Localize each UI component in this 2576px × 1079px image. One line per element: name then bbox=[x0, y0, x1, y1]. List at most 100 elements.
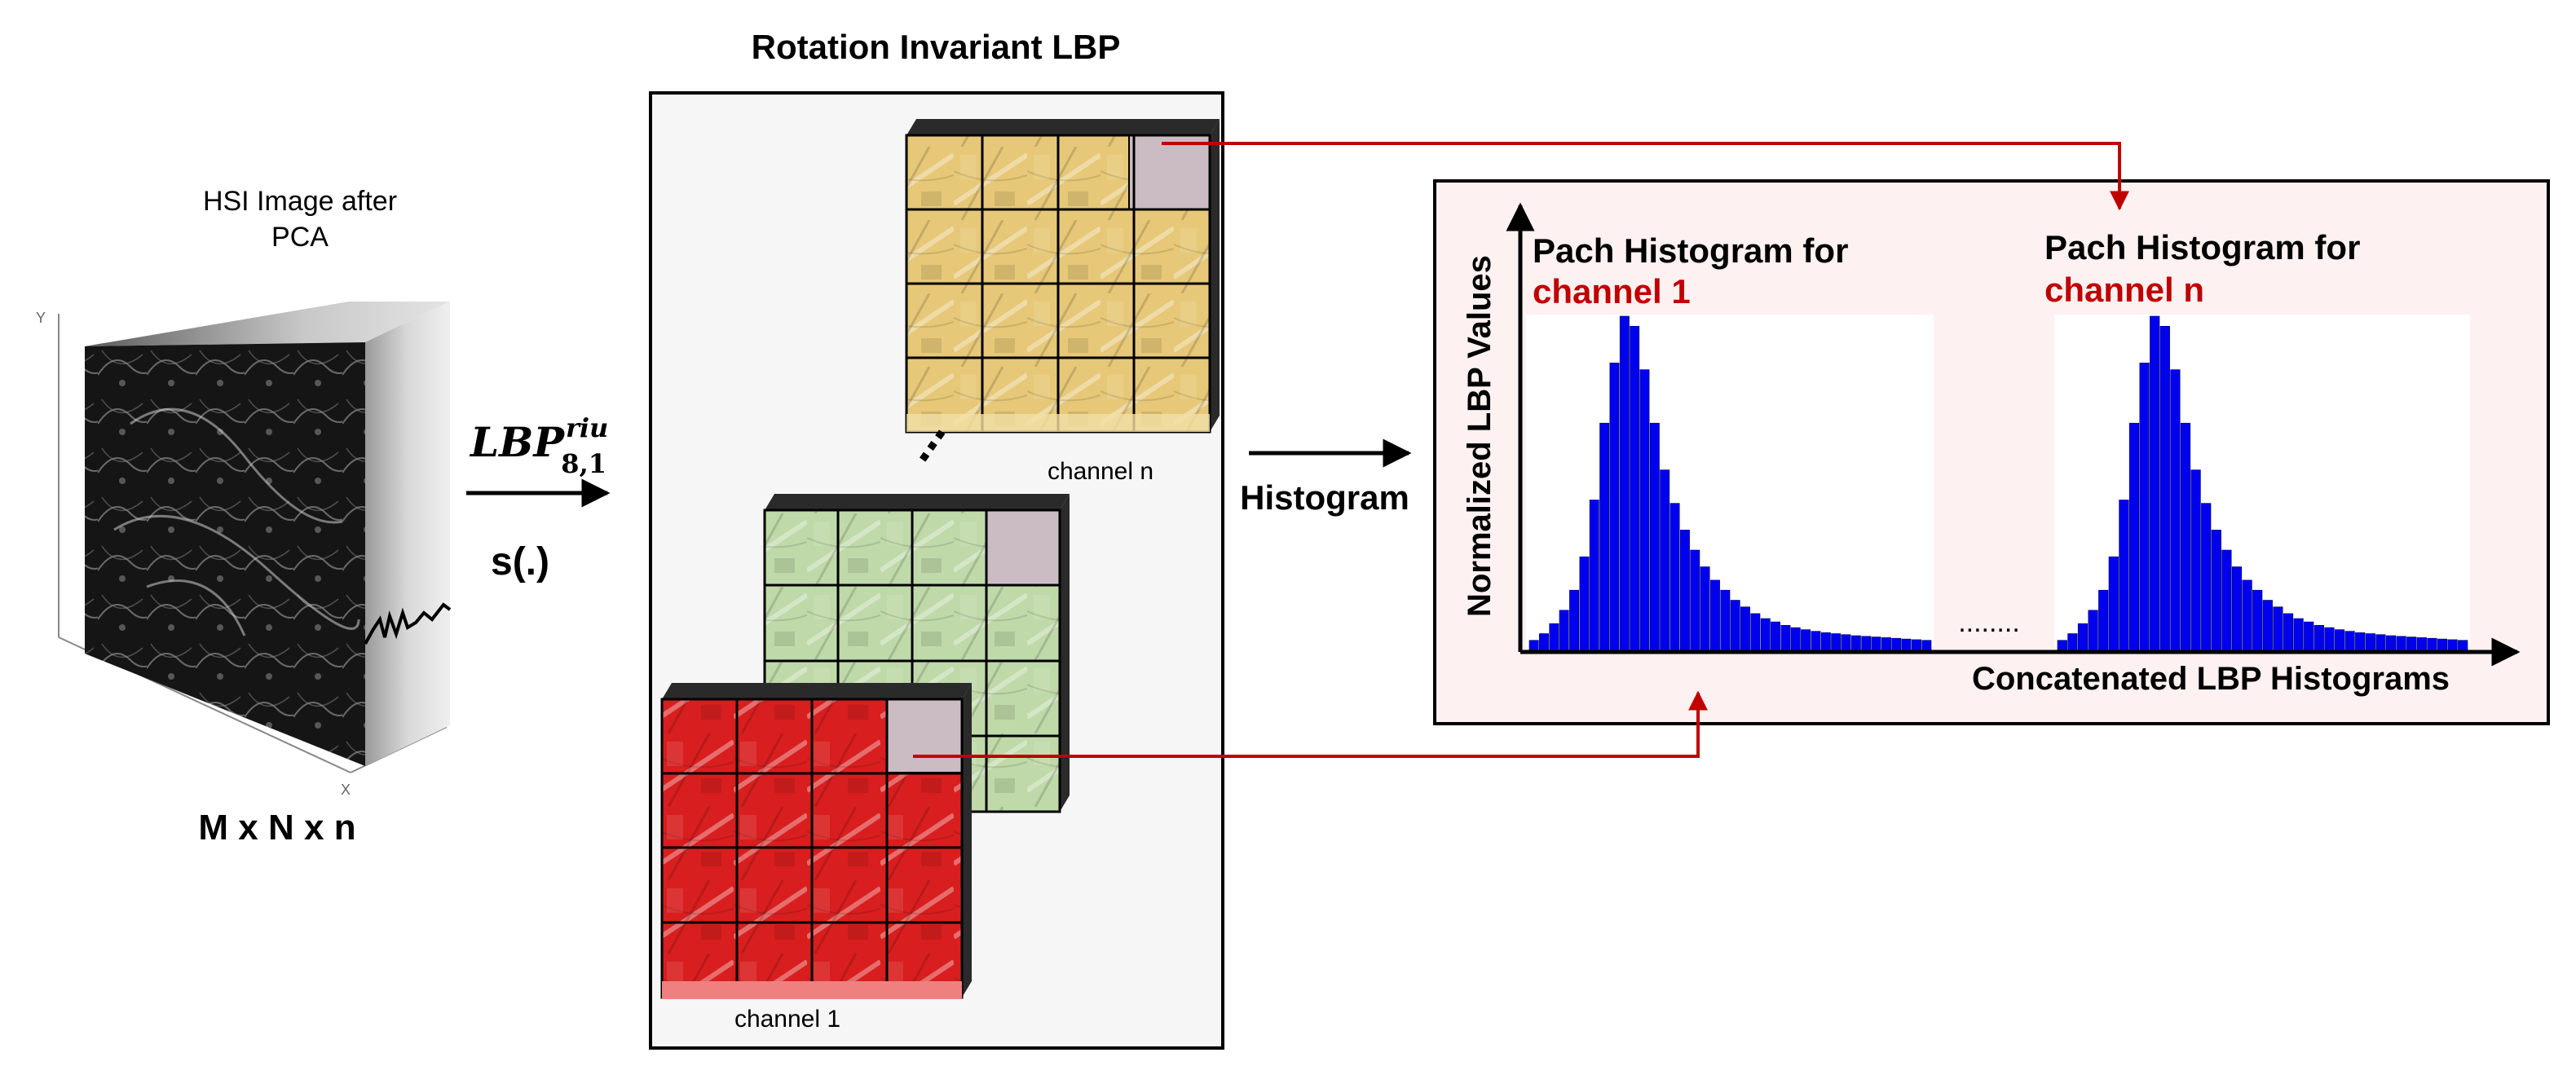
histogram-separator: ........ bbox=[1958, 607, 2020, 638]
spectral-signature bbox=[364, 602, 452, 645]
histn-bar-11 bbox=[2159, 325, 2170, 651]
histn-bar-2 bbox=[2067, 633, 2078, 651]
histn-bar-17 bbox=[2221, 549, 2232, 651]
histn-bar-36 bbox=[2416, 637, 2427, 651]
hist1-bar-1 bbox=[1528, 640, 1539, 651]
histn-bar-10 bbox=[2150, 315, 2160, 651]
histn-bar-27 bbox=[2324, 627, 2335, 651]
lbp-panel: Rotation Invariant LBP channel n ... bbox=[649, 28, 1224, 1050]
histn-bar-6 bbox=[2108, 556, 2119, 651]
histn-bar-38 bbox=[2437, 638, 2448, 651]
histn-bar-4 bbox=[2088, 610, 2098, 651]
hist1-bar-12 bbox=[1639, 369, 1650, 651]
hist1-bar-20 bbox=[1720, 589, 1731, 651]
hist1-bar-23 bbox=[1750, 613, 1761, 651]
hist1-bar-25 bbox=[1771, 621, 1780, 651]
histn-channel: channel n bbox=[2044, 271, 2204, 309]
hist1-bar-35 bbox=[1871, 636, 1881, 651]
y-axis-label: Normalized LBP Values bbox=[1462, 255, 1498, 617]
channel-middle-highlight-patch bbox=[986, 509, 1061, 586]
histn-bar-26 bbox=[2314, 624, 2324, 651]
hist1-bar-31 bbox=[1831, 633, 1842, 651]
hist1-bar-33 bbox=[1850, 635, 1861, 651]
hist1-bar-32 bbox=[1841, 634, 1851, 651]
hist1-bar-27 bbox=[1790, 627, 1801, 651]
hist1-bar-40 bbox=[1921, 640, 1932, 651]
channel-1-stack-edge bbox=[662, 683, 972, 699]
hist1-channel: channel 1 bbox=[1533, 272, 1691, 310]
histn-bar-40 bbox=[2458, 640, 2468, 651]
histn-bar-23 bbox=[2283, 613, 2294, 651]
lbp-operator-base: LBP bbox=[469, 418, 565, 466]
cube-cell-structure bbox=[113, 407, 360, 636]
channel-n-stack-edge bbox=[906, 119, 1220, 135]
hsi-title-line2: PCA bbox=[271, 222, 329, 253]
channel-1-bottom-band bbox=[662, 981, 962, 999]
channel-1-stack-side bbox=[962, 683, 972, 998]
lbp-operator-subscript: 8,1 bbox=[561, 448, 607, 479]
histogram-panel: Normalized LBP Values Pach Histogram for… bbox=[1433, 179, 2550, 725]
hist1-bar-28 bbox=[1801, 629, 1811, 651]
hist1-bar-34 bbox=[1861, 636, 1872, 651]
hist1-bar-3 bbox=[1549, 623, 1559, 651]
hist1-title: Pach Histogram for bbox=[1533, 231, 1848, 270]
histn-bar-25 bbox=[2304, 621, 2314, 651]
histn-bar-29 bbox=[2344, 631, 2355, 651]
histn-bar-32 bbox=[2375, 634, 2386, 651]
hist1-bar-10 bbox=[1619, 315, 1630, 651]
histn-bar-19 bbox=[2242, 579, 2252, 651]
channel-1-grid: channel 1 bbox=[660, 683, 972, 1033]
histn-bar-28 bbox=[2334, 629, 2345, 651]
hist1-bar-19 bbox=[1710, 579, 1720, 651]
hist1-bar-2 bbox=[1539, 633, 1549, 651]
histn-bar-34 bbox=[2396, 636, 2406, 651]
hist1-bar-30 bbox=[1820, 632, 1831, 651]
channel-middle-stack-edge bbox=[765, 494, 1070, 510]
hist1-bar-17 bbox=[1690, 549, 1700, 651]
hist1-bar-9 bbox=[1609, 363, 1620, 651]
histn-bar-39 bbox=[2447, 639, 2458, 651]
x-axis-label: Concatenated LBP Histograms bbox=[1972, 661, 2450, 697]
hsi-dims: M x N x n bbox=[198, 808, 355, 848]
lbp-operator: LBPriu 8,1 s(.) bbox=[466, 412, 611, 584]
hist1-bar-7 bbox=[1589, 500, 1599, 651]
channel-n-highlight-patch bbox=[1128, 134, 1211, 210]
cube-front-texture bbox=[85, 342, 365, 766]
cube-top-face bbox=[85, 302, 450, 346]
histn-bar-24 bbox=[2293, 618, 2304, 651]
hist1-bar-29 bbox=[1811, 631, 1821, 651]
histn-bar-8 bbox=[2128, 422, 2140, 651]
histn-bar-31 bbox=[2365, 633, 2375, 651]
hist1-bars bbox=[1528, 315, 1932, 651]
patch-connectors bbox=[913, 142, 2129, 758]
hist1-bar-5 bbox=[1569, 589, 1580, 651]
histogram-step-label: Histogram bbox=[1240, 478, 1409, 517]
histn-bar-33 bbox=[2385, 635, 2397, 651]
channel-n-stack-side bbox=[1210, 119, 1220, 432]
hist1-bar-4 bbox=[1559, 610, 1569, 651]
hist1-bar-13 bbox=[1649, 422, 1660, 651]
hist1-bar-11 bbox=[1630, 325, 1640, 651]
cube-side-face bbox=[365, 302, 450, 766]
hist1-bar-38 bbox=[1901, 638, 1912, 651]
histn-bar-20 bbox=[2252, 589, 2263, 651]
connector-channel-n bbox=[1162, 142, 2129, 211]
hist1-bar-15 bbox=[1670, 503, 1680, 651]
histn-bar-13 bbox=[2180, 422, 2191, 651]
channel-n-bottom-band bbox=[906, 414, 1210, 432]
hsi-cube: HSI Image after PCA Y X M x N x n bbox=[36, 186, 452, 848]
connector-channel-1 bbox=[913, 690, 1708, 758]
hist1-bar-22 bbox=[1740, 606, 1750, 651]
channel-1-highlight-patch bbox=[886, 698, 963, 773]
hist1-bar-18 bbox=[1700, 566, 1710, 651]
histn-bar-1 bbox=[2057, 640, 2067, 651]
axis-x-label: X bbox=[341, 782, 351, 798]
channel-n-grid-lines bbox=[905, 134, 1211, 434]
histn-bar-21 bbox=[2262, 600, 2273, 651]
lbp-panel-title: Rotation Invariant LBP bbox=[752, 28, 1121, 66]
hist1-bar-36 bbox=[1881, 637, 1891, 651]
histn-bar-5 bbox=[2098, 589, 2109, 651]
hist1-bar-6 bbox=[1579, 556, 1590, 651]
channel-n-grid: channel n bbox=[905, 119, 1220, 485]
